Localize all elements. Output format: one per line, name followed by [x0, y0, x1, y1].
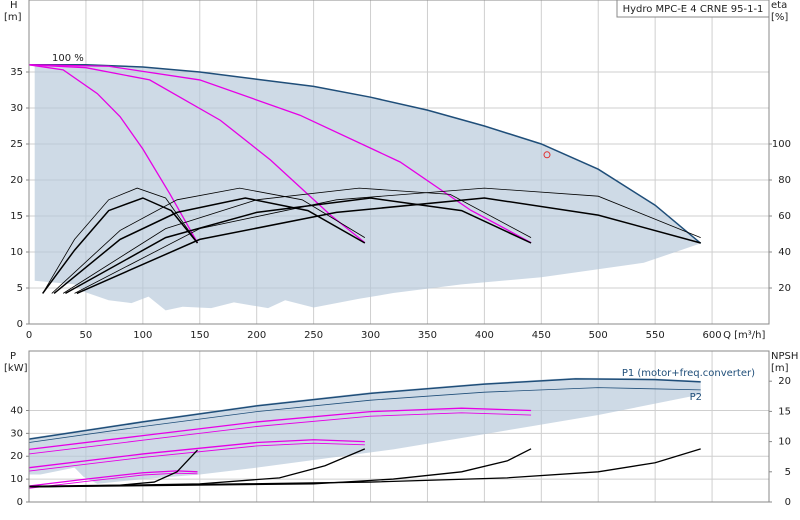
curve	[28, 448, 532, 488]
curve	[28, 64, 199, 243]
series-label: P1 (motor+freq.converter)	[622, 368, 755, 379]
y-tick-label: 10	[10, 247, 23, 258]
y2-tick-label: 80	[778, 175, 791, 186]
plot	[28, 351, 769, 503]
y-tick-label: 20	[10, 175, 23, 186]
curve	[28, 442, 365, 472]
y-axis-label: H	[10, 0, 18, 11]
y-tick-label: 0	[17, 319, 23, 330]
y-tick-label: 40	[10, 405, 23, 416]
y-tick-label: 30	[10, 428, 23, 439]
y2-tick-label: 10	[778, 437, 791, 448]
area	[34, 64, 701, 311]
curve	[28, 472, 198, 489]
series-label: P2	[690, 392, 702, 403]
y2-axis-label: eta	[771, 0, 787, 11]
curve	[28, 412, 532, 455]
x-axis-label: Q [m³/h]	[723, 330, 765, 341]
curve	[42, 187, 198, 294]
y2-tick-label: 20	[778, 283, 791, 294]
y-tick-label: 0	[17, 497, 23, 508]
y-tick-label: 30	[10, 103, 23, 114]
x-tick-label: 600	[703, 330, 722, 341]
curve	[62, 187, 532, 294]
curve	[29, 64, 702, 244]
curve	[28, 64, 532, 244]
y2-tick-label: 20	[778, 376, 791, 387]
curve	[42, 197, 199, 294]
y-tick-label: 35	[10, 67, 23, 78]
y2-axis-label: NPSH	[771, 351, 798, 362]
x-tick-label: 450	[532, 330, 551, 341]
y2-tick-label: 40	[778, 247, 791, 258]
y-axis-unit: [kW]	[4, 363, 28, 374]
plot	[28, 0, 769, 325]
curve	[65, 197, 532, 295]
y2-tick-label: 5	[785, 467, 791, 478]
title-box	[616, 0, 770, 18]
curve	[76, 197, 701, 295]
curve	[28, 378, 701, 440]
x-tick-label: 150	[190, 330, 209, 341]
x-tick-label: 200	[247, 330, 266, 341]
y2-tick-label: 60	[778, 211, 791, 222]
curve	[74, 187, 701, 294]
x-tick-label: 300	[361, 330, 380, 341]
x-tick-label: 350	[418, 330, 437, 341]
x-tick-label: 550	[646, 330, 665, 341]
y-tick-label: 15	[10, 211, 23, 222]
y-tick-label: 25	[10, 139, 23, 150]
y-tick-label: 20	[10, 451, 23, 462]
curve	[28, 64, 366, 244]
y-tick-label: 10	[10, 474, 23, 485]
y2-tick-label: 0	[785, 497, 791, 508]
curve	[51, 187, 366, 294]
y2-axis-unit: [m]	[771, 363, 789, 374]
x-tick-label: 0	[26, 330, 32, 341]
y-tick-label: 5	[17, 283, 23, 294]
chart-title: Hydro MPC-E 4 CRNE 95-1-1	[623, 4, 764, 15]
y2-axis-unit: [%]	[771, 12, 788, 23]
y2-tick-label: 15	[778, 406, 791, 417]
curve	[28, 387, 701, 443]
x-tick-label: 400	[475, 330, 494, 341]
marker	[543, 151, 551, 159]
x-tick-label: 100	[133, 330, 152, 341]
area	[29, 377, 701, 484]
x-tick-label: 50	[80, 330, 93, 341]
curve	[28, 439, 365, 469]
x-tick-label: 250	[304, 330, 323, 341]
plot-frame	[28, 350, 770, 503]
plot-frame	[28, 0, 770, 325]
annotation: 100 %	[52, 53, 84, 64]
y-axis-label: P	[10, 351, 16, 362]
curve	[28, 448, 701, 488]
x-tick-label: 500	[589, 330, 608, 341]
y-axis-unit: [m]	[4, 12, 22, 23]
y2-tick-label: 100	[772, 139, 791, 150]
curve	[28, 407, 532, 451]
curve	[28, 470, 198, 487]
